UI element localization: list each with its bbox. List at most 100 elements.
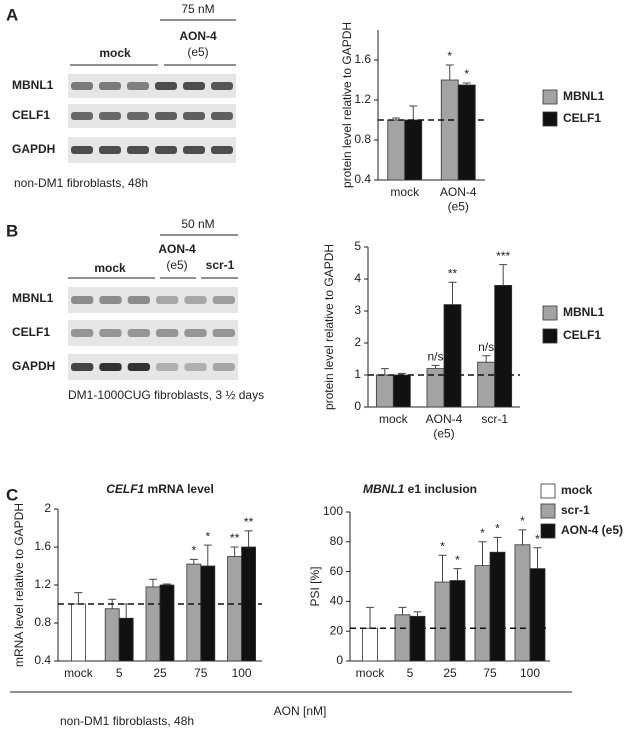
error-bar [398,606,407,615]
y-axis-title: protein level relative to GAPDH [340,22,354,188]
y-tick-label: 4 [354,271,361,285]
legend-label: MBNL1 [563,305,605,319]
band [127,329,150,337]
annotation: * [455,553,460,567]
band [184,296,207,304]
annotation: n/s [427,350,443,364]
x-tick-label: mock [64,666,94,680]
x-tick-label: 100 [520,666,540,680]
control: mock [99,46,131,60]
y-axis-title: protein level relative to GAPDH [322,244,336,410]
blot [68,320,238,346]
y-tick-label: 40 [330,594,344,608]
band [71,112,93,120]
y-tick-label: 0 [336,653,343,667]
annotation: * [447,49,452,63]
band [99,363,122,371]
band [127,363,150,371]
exon: (e5) [166,258,187,272]
concentration: 75 nM [181,2,214,16]
y-tick-label: 60 [330,564,344,578]
x-tick-label: AON-4 (e5) [440,185,477,213]
protein-label: CELF1 [12,325,50,339]
y-tick-label: 0.4 [34,653,51,667]
annotation: ** [230,531,240,545]
error-bar [163,583,171,585]
band [99,329,122,337]
note: non-DM1 fibroblasts, 48h [60,714,194,728]
band [183,146,205,154]
annotation: * [480,526,485,540]
error-bar [453,568,462,581]
band [155,112,177,120]
y-tick-label: 0 [354,399,361,413]
legend-swatch [540,503,556,519]
annotation: * [520,514,525,528]
band [156,329,179,337]
blot [68,137,236,163]
band [211,112,233,120]
bar [104,608,120,662]
bar [71,603,86,662]
y-tick-label: 0.4 [354,172,371,186]
chart-title: CELF1 mRNA level [106,482,214,496]
bar [145,586,161,662]
band [156,363,179,371]
error-bar [413,611,422,617]
y-tick-label: 100 [323,504,343,518]
annotation: *** [496,249,510,263]
note: DM1-1000CUG fibroblasts, 3 ½ days [68,388,264,402]
bar [477,361,496,408]
bar [362,627,378,662]
legend-swatch [542,89,558,105]
note: non-DM1 fibroblasts, 48h [14,176,148,190]
band [127,112,149,120]
band [183,112,205,120]
annotation: ** [448,266,458,280]
blot [68,74,236,98]
band [127,146,149,154]
bar [387,119,406,181]
legend-label: scr-1 [561,503,590,517]
legend-swatch [540,523,556,539]
annotation: * [495,522,500,536]
band [71,363,94,371]
legend-swatch [540,483,556,499]
band [99,112,121,120]
annotation: * [535,532,540,546]
bar [494,284,513,408]
protein-label: MBNL1 [12,291,54,305]
bar [227,556,243,662]
annotation: n/s [478,340,494,354]
legend-swatch [542,328,558,344]
error-bar [244,530,253,547]
bar [392,374,411,408]
concentration: 50 nM [181,217,214,231]
protein-label: CELF1 [12,108,50,122]
band [183,82,205,90]
band [71,146,93,154]
x-tick-label: 75 [194,666,208,680]
error-bar [380,368,389,375]
protein-label: GAPDH [12,359,55,373]
y-tick-label: 5 [354,239,361,253]
legend-label: mock [561,483,593,497]
y-tick-label: 0.8 [354,132,371,146]
error-bar [518,529,527,545]
y-axis-title: mRNA level relative to GAPDH [12,503,26,667]
x-tick-label: 25 [153,666,167,680]
bar [186,563,202,662]
bar [443,304,462,408]
band [212,296,235,304]
legend-label: MBNL1 [563,89,605,103]
blot [68,287,238,313]
x-tick-label: mock [390,185,420,199]
y-tick-label: 20 [330,623,344,637]
bar [474,565,491,662]
error-bar [448,281,457,305]
band [184,329,207,337]
error-bar [74,592,83,604]
x-tick-label: 25 [443,666,457,680]
band [99,82,121,90]
